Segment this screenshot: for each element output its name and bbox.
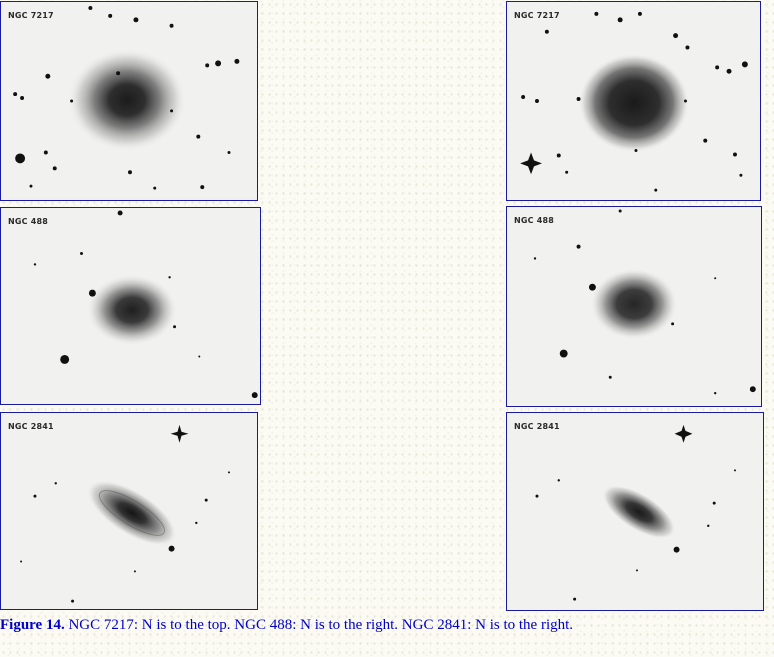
panel-label: NGC 2841 <box>8 422 54 431</box>
panel-label: NGC 488 <box>8 217 49 226</box>
galaxy-image-ngc7217-left: NGC 7217 <box>0 1 258 201</box>
figure-number: Figure 14. <box>0 617 65 633</box>
panel-label: NGC 7217 <box>514 11 560 20</box>
ngc488-image <box>33 210 258 399</box>
galaxy-image-ngc488-left: NGC 488 <box>0 207 261 405</box>
ngc488-image <box>533 209 756 395</box>
galaxy-image-ngc2841-right: NGC 2841 <box>506 412 764 611</box>
ngc7217-image <box>520 11 748 192</box>
panel-label: NGC 488 <box>514 216 555 225</box>
panel-label: NGC 7217 <box>8 11 54 20</box>
caption-text: NGC 7217: N is to the top. NGC 488: N is… <box>64 617 574 633</box>
galaxy-image-ngc488-right: NGC 488 <box>506 206 762 407</box>
galaxy-image-ngc7217-right: NGC 7217 <box>506 1 761 201</box>
galaxy-image-ngc2841-left: NGC 2841 <box>0 412 258 610</box>
figure-caption: Figure 14. NGC 7217: N is to the top. NG… <box>0 617 774 634</box>
panel-label: NGC 2841 <box>514 422 560 431</box>
ngc7217-image <box>13 5 240 190</box>
ngc2841-image <box>20 424 230 603</box>
ngc2841-image <box>535 424 736 601</box>
